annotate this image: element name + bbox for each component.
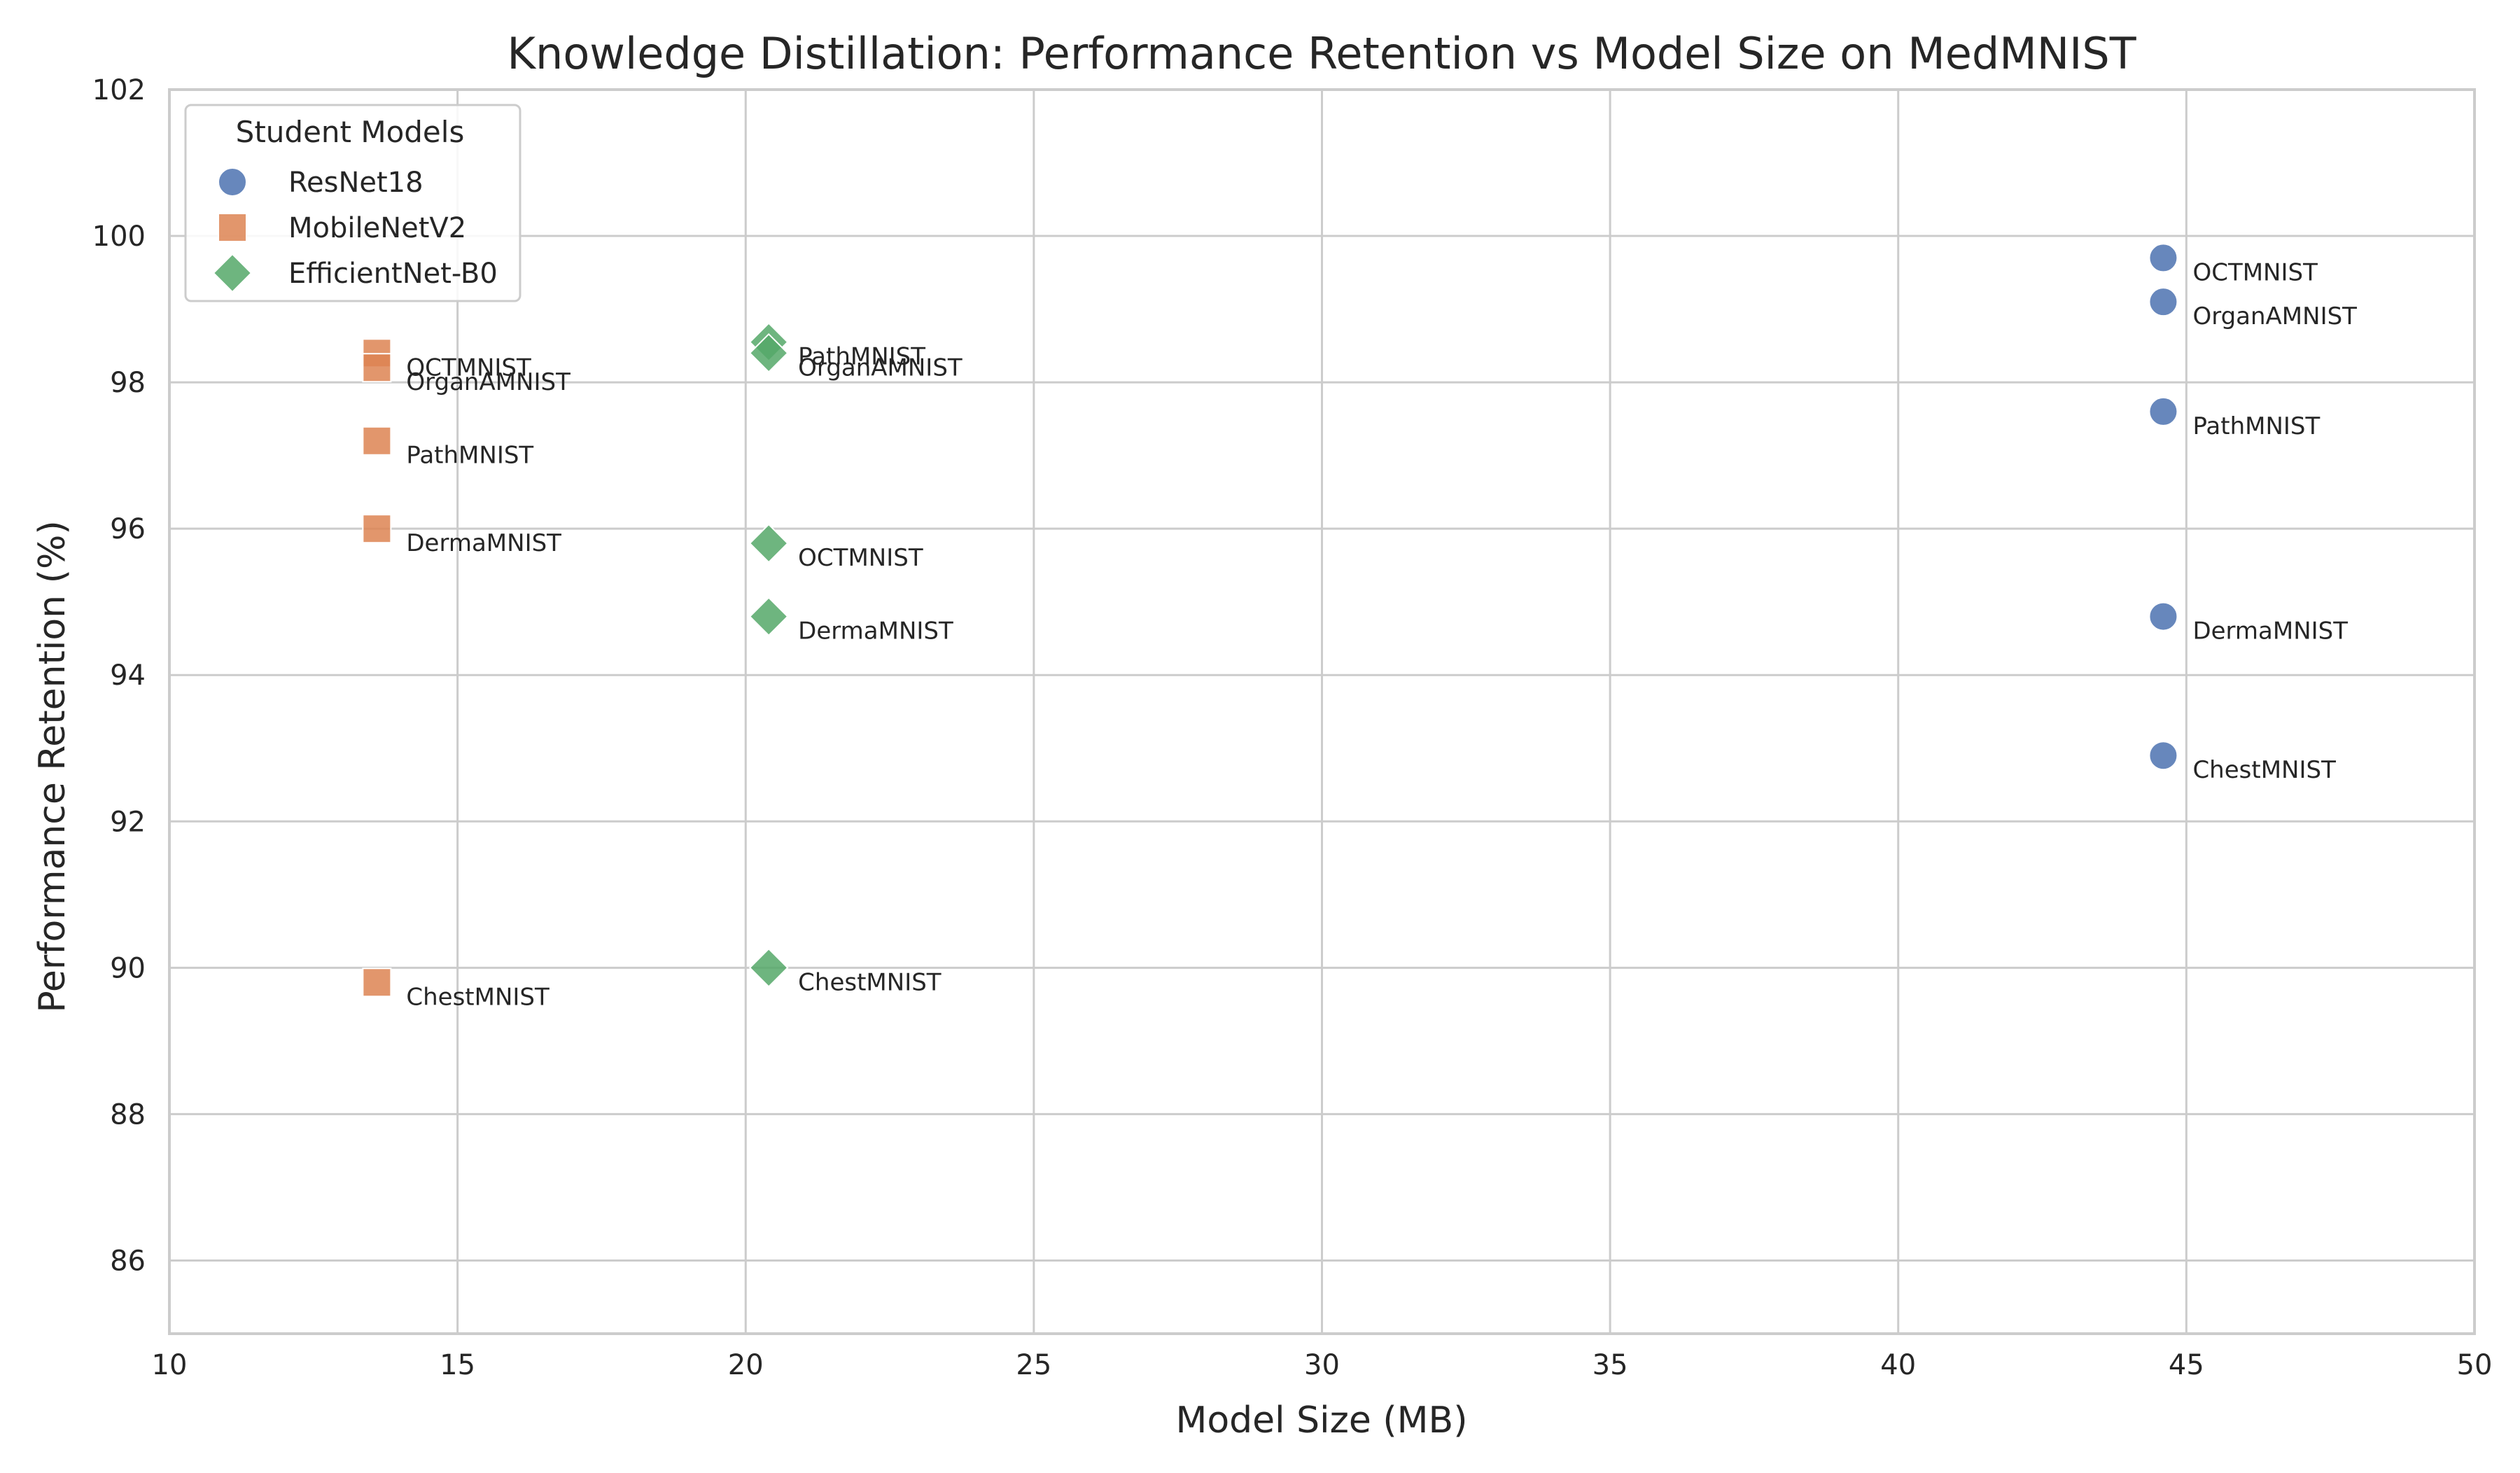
- plot-border: [168, 88, 2476, 1335]
- x-tick-label: 35: [1592, 1349, 1628, 1381]
- x-tick-label: 30: [1304, 1349, 1340, 1381]
- x-tick-label: 20: [728, 1349, 764, 1381]
- x-axis-label: Model Size (MB): [1175, 1399, 1467, 1441]
- legend-marker-resnet18: [218, 167, 247, 197]
- y-tick-label: 86: [110, 1245, 146, 1277]
- label-resnet18-octmnist: OCTMNIST: [2192, 258, 2318, 286]
- plot-frame: [168, 88, 2476, 1335]
- label-mobilenetv2-octmnist: OCTMNIST: [406, 354, 531, 382]
- y-axis-label: Performance Retention (%): [31, 520, 74, 1012]
- x-tick-label: 50: [2457, 1349, 2493, 1381]
- data-points: [362, 243, 2178, 998]
- legend-items: ResNet18 MobileNetV2 EfficientNet-B0: [212, 167, 498, 293]
- legend-label-resnet18: ResNet18: [288, 167, 424, 199]
- label-mobilenetv2-organamnist: OrganAMNIST: [406, 368, 570, 396]
- x-tick-label: 10: [152, 1349, 188, 1381]
- y-tick-label: 96: [110, 513, 146, 545]
- point-mobilenetv2-organamnist: [362, 353, 392, 383]
- x-tick-label: 15: [440, 1349, 475, 1381]
- label-resnet18-pathmnist: PathMNIST: [2192, 412, 2320, 440]
- legend-label-mobilenetv2: MobileNetV2: [288, 212, 466, 244]
- legend-title: Student Models: [236, 115, 465, 149]
- label-mobilenetv2-dermamnist: DermaMNIST: [406, 529, 561, 557]
- point-resnet18-pathmnist: [2148, 396, 2178, 426]
- chart-title: Knowledge Distillation: Performance Rete…: [507, 28, 2136, 79]
- point-resnet18-octmnist: [2148, 243, 2178, 273]
- label-efficientnet-b0-dermamnist: DermaMNIST: [798, 617, 953, 645]
- point-efficientnet-b0-organamnist: [748, 333, 789, 373]
- point-efficientnet-b0-octmnist: [748, 523, 789, 564]
- point-resnet18-chestmnist: [2148, 741, 2178, 771]
- y-tick-label: 102: [92, 74, 146, 106]
- point-resnet18-dermamnist: [2148, 601, 2178, 631]
- label-efficientnet-b0-octmnist: OCTMNIST: [798, 544, 923, 572]
- label-resnet18-chestmnist: ChestMNIST: [2192, 756, 2336, 784]
- point-resnet18-organamnist: [2148, 287, 2178, 317]
- label-mobilenetv2-chestmnist: ChestMNIST: [406, 983, 550, 1011]
- point-labels: OCTMNISTOrganAMNISTPathMNISTDermaMNISTCh…: [406, 258, 2357, 1011]
- legend-label-efficientnet-b0: EfficientNet-B0: [288, 258, 498, 290]
- legend-marker-efficientnet-b0: [212, 253, 253, 293]
- y-axis-ticks: 86 88 90 92 94 96 98 100 102: [92, 74, 146, 1277]
- x-tick-label: 45: [2169, 1349, 2204, 1381]
- label-efficientnet-b0-pathmnist: PathMNIST: [798, 343, 925, 371]
- label-resnet18-dermamnist: DermaMNIST: [2192, 617, 2348, 645]
- y-tick-label: 92: [110, 806, 146, 838]
- y-tick-label: 94: [110, 659, 146, 692]
- point-mobilenetv2-pathmnist: [362, 426, 392, 456]
- legend: Student Models ResNet18 MobileNetV2 Effici…: [184, 104, 522, 302]
- x-tick-label: 40: [1880, 1349, 1916, 1381]
- x-axis-ticks: 10 15 20 25 30 35 40 45 50: [152, 1349, 2493, 1381]
- y-tick-label: 90: [110, 952, 146, 984]
- legend-box: [184, 104, 522, 302]
- y-tick-label: 98: [110, 367, 146, 399]
- label-resnet18-organamnist: OrganAMNIST: [2192, 302, 2357, 330]
- point-efficientnet-b0-dermamnist: [748, 596, 789, 637]
- label-mobilenetv2-pathmnist: PathMNIST: [406, 442, 533, 470]
- point-efficientnet-b0-chestmnist: [748, 947, 789, 988]
- y-tick-label: 88: [110, 1098, 146, 1131]
- y-tick-label: 100: [92, 221, 146, 253]
- point-mobilenetv2-chestmnist: [362, 968, 392, 998]
- x-tick-label: 25: [1016, 1349, 1051, 1381]
- legend-marker-mobilenetv2: [218, 213, 247, 242]
- point-mobilenetv2-dermamnist: [362, 514, 392, 544]
- label-efficientnet-b0-organamnist: OrganAMNIST: [798, 354, 962, 382]
- label-efficientnet-b0-chestmnist: ChestMNIST: [798, 968, 941, 996]
